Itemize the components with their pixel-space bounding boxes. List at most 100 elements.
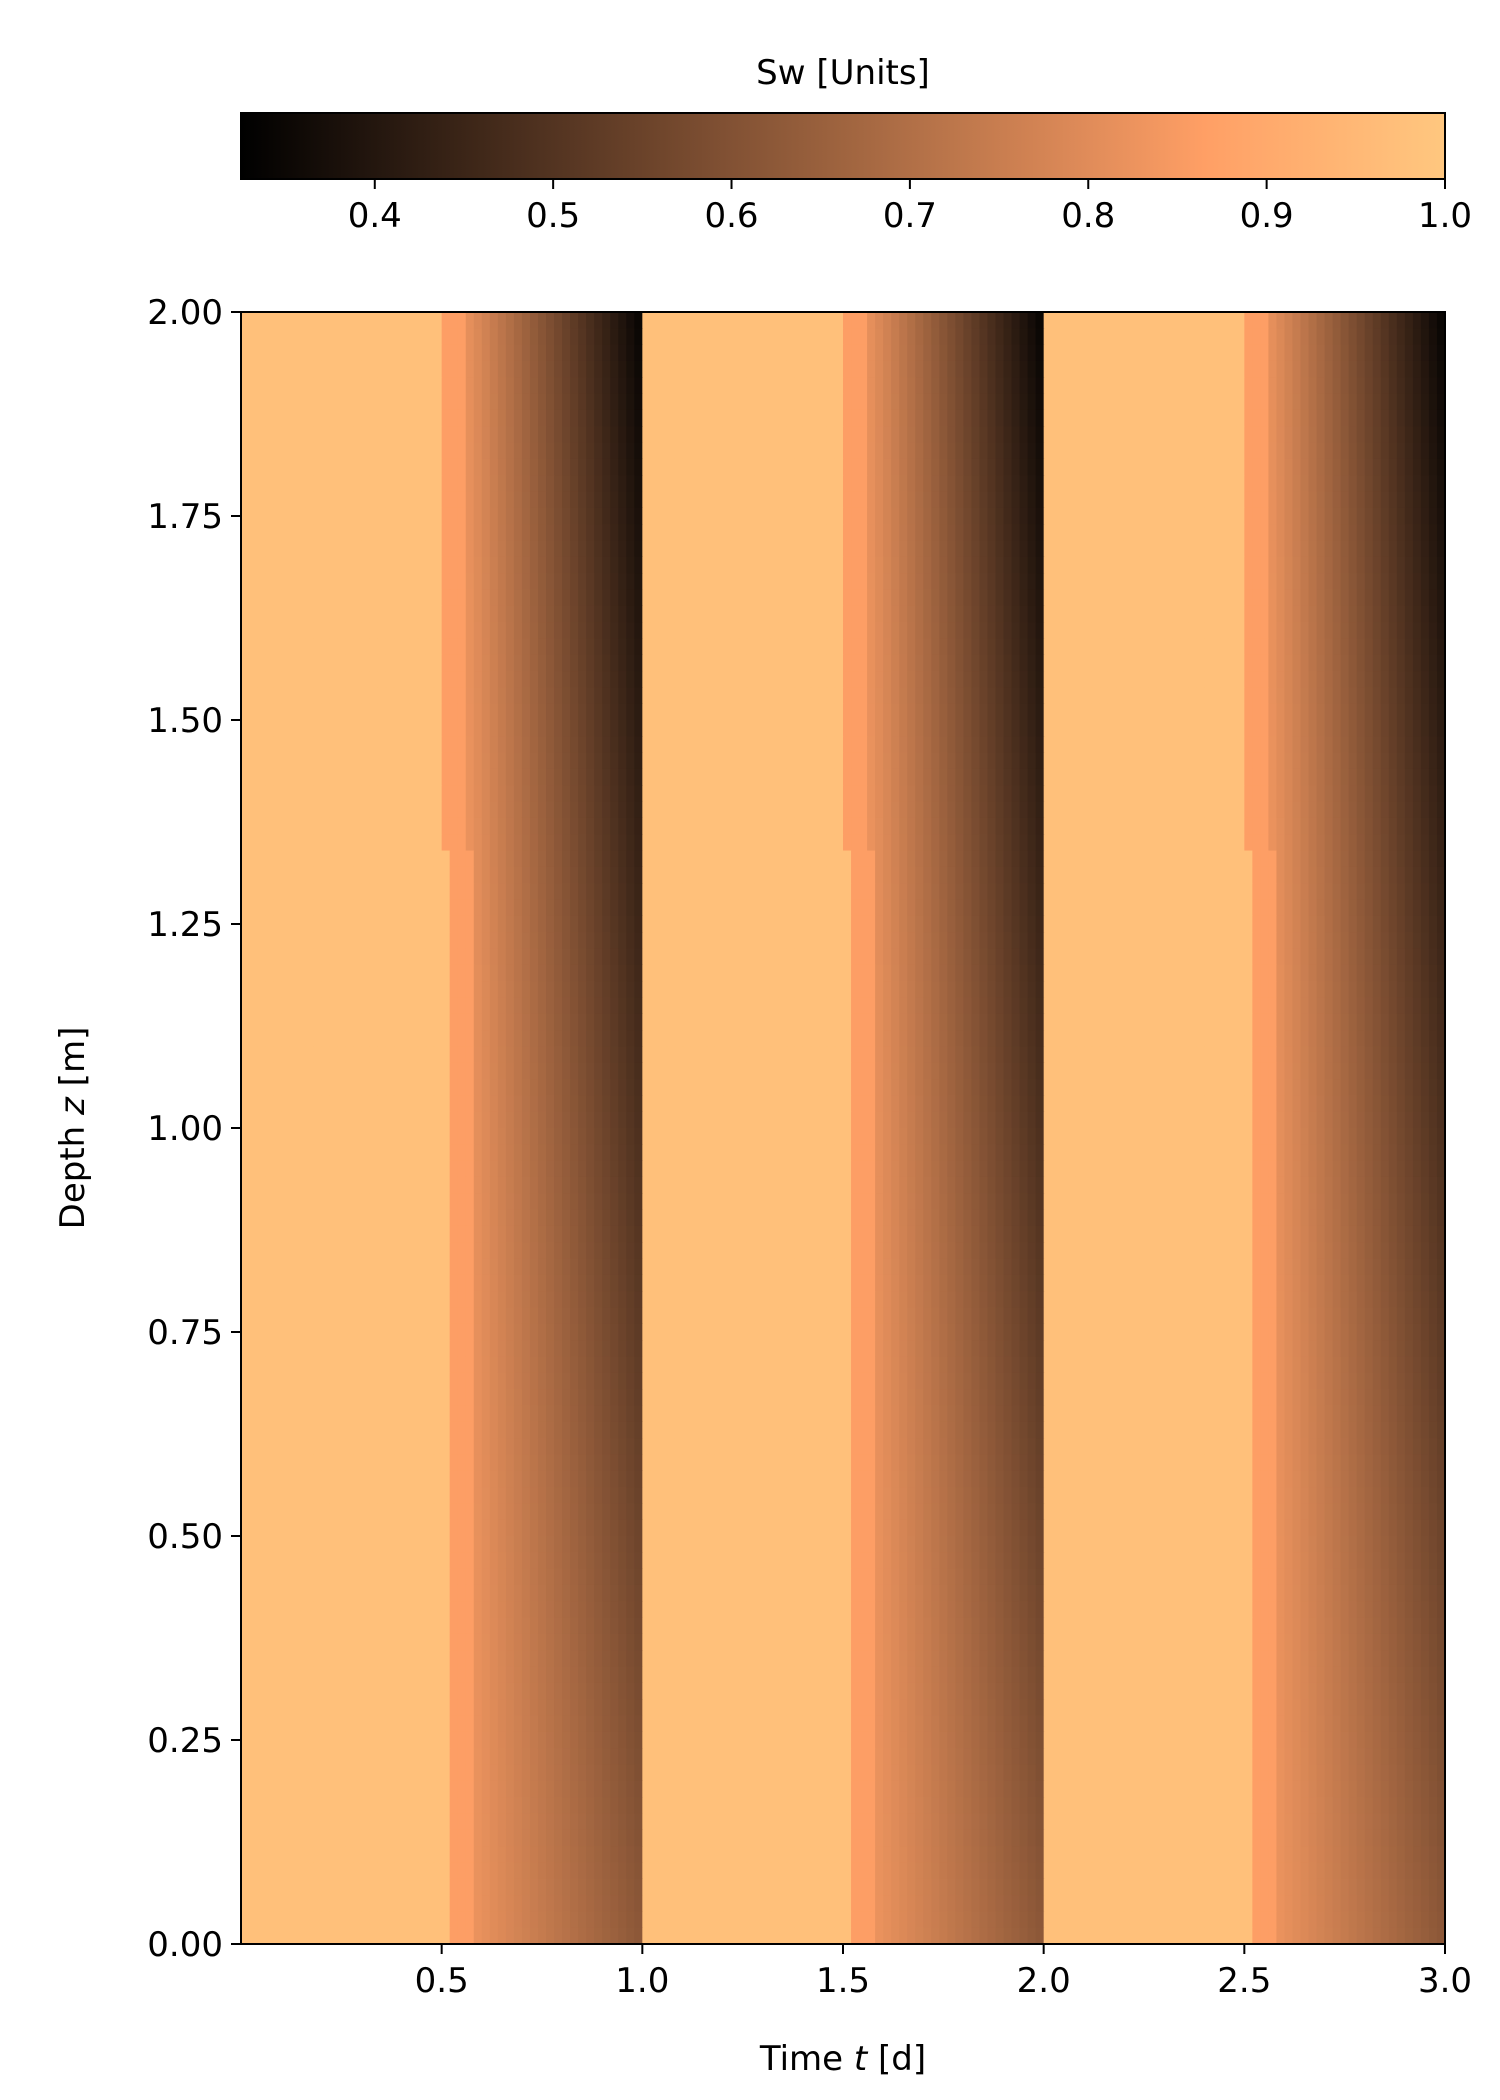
heatmap-cell [610, 328, 619, 346]
heatmap-cell [947, 377, 956, 395]
heatmap-cell [851, 393, 860, 411]
heatmap-cell [794, 556, 804, 574]
heatmap-cell [249, 589, 258, 607]
heatmap-cell [666, 654, 676, 672]
heatmap-cell [1420, 817, 1430, 835]
heatmap-cell [401, 458, 411, 476]
heatmap-cell [602, 556, 611, 574]
heatmap-cell [1260, 556, 1270, 574]
heatmap-cell [955, 720, 964, 737]
heatmap-cell [1003, 720, 1013, 737]
heatmap-cell [1099, 671, 1109, 688]
heatmap-cell [1316, 507, 1326, 525]
heatmap-cell [425, 409, 435, 427]
heatmap-cell [249, 393, 258, 411]
heatmap-cell [1276, 507, 1286, 525]
heatmap-cell [249, 752, 258, 770]
heatmap-cell [690, 409, 700, 427]
heatmap-cell [1131, 540, 1141, 558]
heatmap-cell [1284, 442, 1294, 460]
heatmap-cell [1099, 393, 1109, 411]
heatmap-cell [979, 426, 989, 444]
heatmap-cell [1308, 638, 1318, 656]
heatmap-cell [1139, 312, 1149, 329]
heatmap-cell [554, 426, 563, 444]
heatmap-cell [586, 312, 595, 329]
heatmap-cell [1356, 654, 1366, 672]
heatmap-cell [698, 817, 708, 835]
heatmap-cell [281, 442, 290, 460]
heatmap-cell [947, 507, 956, 525]
heatmap-cell [449, 507, 459, 525]
heatmap-cell [1123, 589, 1133, 607]
heatmap-cell [1268, 801, 1278, 819]
heatmap-cell [746, 703, 756, 721]
heatmap-cell [971, 491, 981, 509]
heatmap-cell [586, 556, 595, 574]
heatmap-cell [273, 312, 282, 329]
heatmap-cell [513, 458, 523, 476]
heatmap-cell [1380, 377, 1390, 395]
heatmap-cell [1204, 589, 1213, 607]
heatmap-cell [369, 442, 379, 460]
heatmap-cell [802, 638, 812, 656]
heatmap-cell [778, 409, 788, 427]
heatmap-cell [1300, 556, 1310, 574]
heatmap-cell [562, 344, 571, 362]
heatmap-cell [738, 654, 748, 672]
heatmap-cell [1051, 720, 1061, 737]
heatmap-cell [1260, 817, 1270, 835]
heatmap-cell [1107, 360, 1117, 378]
heatmap-cell [473, 622, 483, 639]
heatmap-cell [433, 344, 443, 362]
heatmap-cell [690, 654, 700, 672]
heatmap-cell [690, 785, 700, 803]
heatmap-cell [947, 752, 956, 770]
heatmap-cell [249, 687, 258, 705]
heatmap-cell [658, 785, 668, 803]
heatmap-cell [1035, 393, 1045, 411]
heatmap-cell [1067, 507, 1077, 525]
heatmap-cell [923, 654, 932, 672]
heatmap-cell [690, 605, 700, 623]
heatmap-cell [537, 475, 547, 493]
heatmap-cell [875, 817, 884, 835]
heatmap-cell [586, 491, 595, 509]
heatmap-cell [465, 491, 475, 509]
heatmap-cell [923, 475, 932, 493]
heatmap-cell [546, 589, 555, 607]
heatmap-cell [738, 703, 748, 721]
heatmap-cell [963, 377, 973, 395]
heatmap-cell [1388, 638, 1398, 656]
heatmap-cell [529, 556, 539, 574]
heatmap-cell [1404, 524, 1414, 542]
heatmap-cell [1340, 393, 1350, 411]
heatmap-cell [746, 817, 756, 835]
heatmap-cell [273, 344, 282, 362]
heatmap-cell [554, 524, 563, 542]
heatmap-cell [1075, 817, 1085, 835]
heatmap-cell [1156, 377, 1165, 395]
heatmap-cell [979, 817, 989, 835]
heatmap-cell [1268, 589, 1278, 607]
heatmap-cell [1380, 507, 1390, 525]
heatmap-cell [1139, 817, 1149, 835]
heatmap-cell [377, 850, 387, 868]
heatmap-cell [875, 458, 884, 476]
heatmap-cell [971, 752, 981, 770]
heatmap-cell [353, 344, 362, 362]
heatmap-cell [1324, 475, 1334, 493]
heatmap-cell [425, 475, 435, 493]
heatmap-cell [931, 768, 940, 786]
heatmap-cell [722, 817, 732, 835]
heatmap-cell [1107, 589, 1117, 607]
heatmap-cell [1220, 638, 1229, 656]
heatmap-cell [425, 687, 435, 705]
heatmap-cell [899, 524, 908, 542]
heatmap-cell [1043, 507, 1053, 525]
heatmap-cell [1043, 671, 1053, 688]
heatmap-cell [1115, 720, 1125, 737]
heatmap-cell [786, 703, 796, 721]
heatmap-cell [1244, 703, 1253, 721]
heatmap-cell [899, 752, 908, 770]
